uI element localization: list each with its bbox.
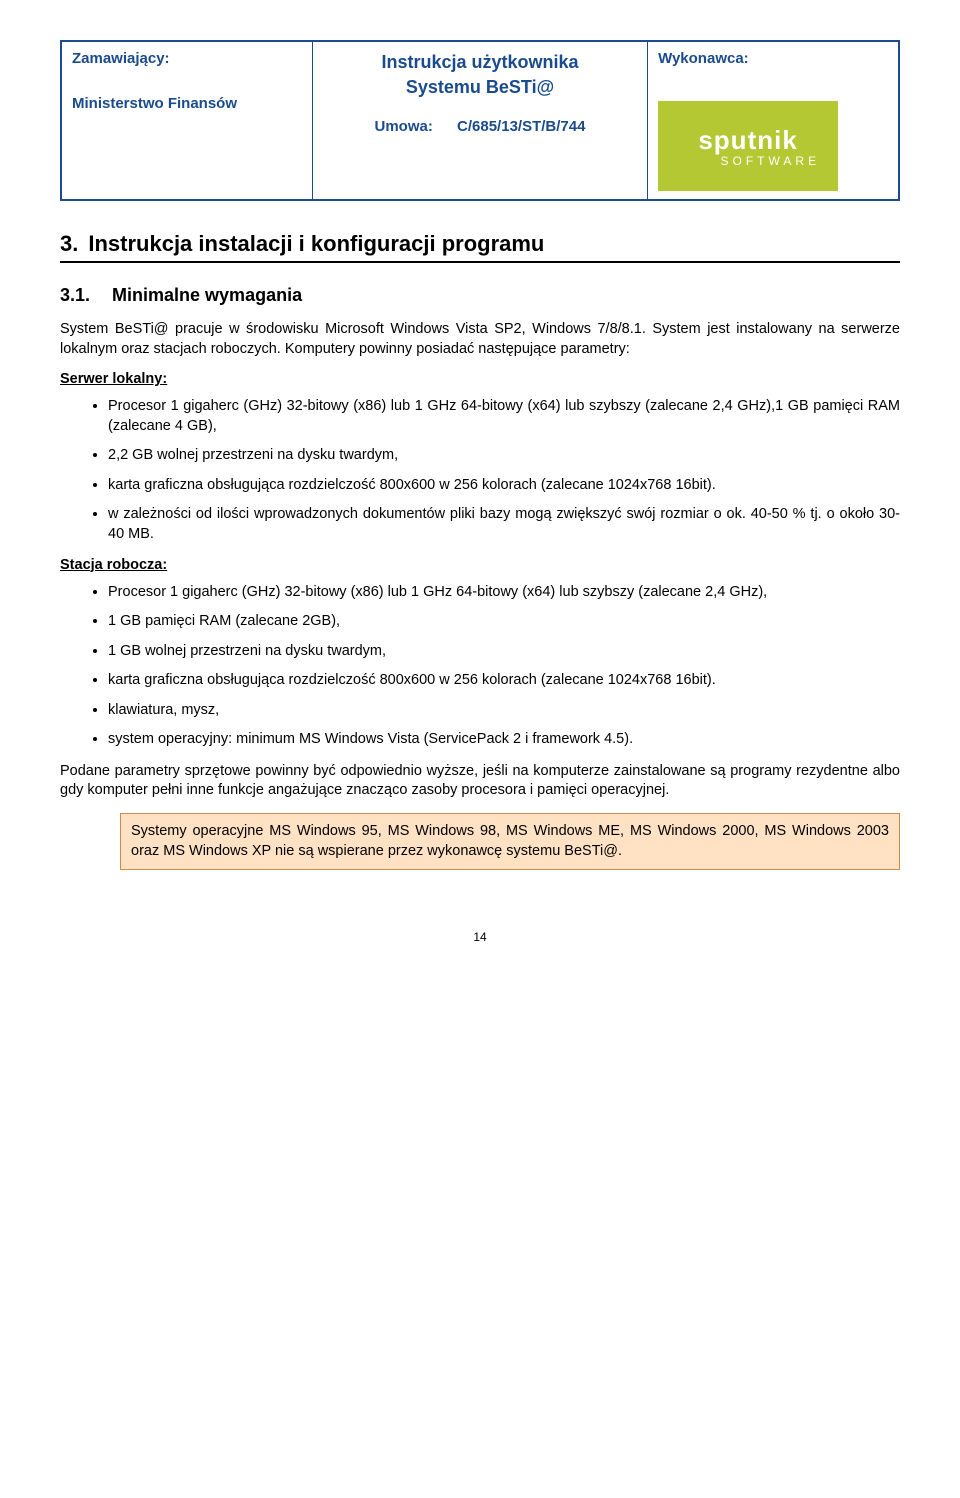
header-mid-cell: Instrukcja użytkownika Systemu BeSTi@ Um… — [312, 41, 647, 200]
list-item: system operacyjny: minimum MS Windows Vi… — [108, 730, 900, 750]
server-requirements-list: Procesor 1 gigaherc (GHz) 32-bitowy (x86… — [60, 397, 900, 544]
sputnik-logo: sputnik SOFTWARE — [658, 101, 838, 191]
heading-2-number: 3.1. — [60, 285, 90, 305]
header-right-cell: Wykonawca: sputnik SOFTWARE — [648, 41, 899, 200]
list-item: karta graficzna obsługująca rozdzielczoś… — [108, 671, 900, 691]
logo-text-main: sputnik — [698, 125, 797, 156]
doc-title-line1: Instrukcja użytkownika — [323, 50, 637, 75]
workstation-requirements-list: Procesor 1 gigaherc (GHz) 32-bitowy (x86… — [60, 583, 900, 750]
heading-1: 3. Instrukcja instalacji i konfiguracji p… — [60, 231, 900, 263]
logo-text-sub: SOFTWARE — [721, 154, 821, 168]
doc-title-line2: Systemu BeSTi@ — [323, 75, 637, 100]
list-item: karta graficzna obsługująca rozdzielczoś… — [108, 476, 900, 496]
list-item: Procesor 1 gigaherc (GHz) 32-bitowy (x86… — [108, 397, 900, 436]
heading-1-text: Instrukcja instalacji i konfiguracji pro… — [88, 231, 544, 256]
intro-paragraph: System BeSTi@ pracuje w środowisku Micro… — [60, 320, 900, 359]
header-left-cell: Zamawiający: Ministerstwo Finansów — [61, 41, 312, 200]
server-section-label: Serwer lokalny: — [60, 371, 900, 387]
document-page: Zamawiający: Ministerstwo Finansów Instr… — [0, 0, 960, 984]
list-item: 1 GB wolnej przestrzeni na dysku twardym… — [108, 642, 900, 662]
heading-2: 3.1. Minimalne wymagania — [60, 285, 900, 306]
orderer-label: Zamawiający: — [72, 50, 302, 67]
list-item: w zależności od ilości wprowadzonych dok… — [108, 505, 900, 544]
workstation-section-label: Stacja robocza: — [60, 557, 900, 573]
list-item: 1 GB pamięci RAM (zalecane 2GB), — [108, 612, 900, 632]
contract-row: Umowa: C/685/13/ST/B/744 — [323, 118, 637, 135]
contractor-label: Wykonawca: — [658, 50, 888, 67]
list-item: klawiatura, mysz, — [108, 701, 900, 721]
contract-number: C/685/13/ST/B/744 — [457, 118, 585, 135]
list-item: 2,2 GB wolnej przestrzeni na dysku tward… — [108, 446, 900, 466]
document-header: Zamawiający: Ministerstwo Finansów Instr… — [60, 40, 900, 201]
list-item: Procesor 1 gigaherc (GHz) 32-bitowy (x86… — [108, 583, 900, 603]
heading-2-text: Minimalne wymagania — [112, 285, 302, 305]
closing-paragraph: Podane parametry sprzętowe powinny być o… — [60, 762, 900, 801]
heading-1-number: 3. — [60, 231, 78, 256]
page-number: 14 — [60, 930, 900, 944]
orderer-name: Ministerstwo Finansów — [72, 95, 302, 112]
warning-note: Systemy operacyjne MS Windows 95, MS Win… — [120, 813, 900, 870]
contract-label: Umowa: — [375, 118, 433, 135]
